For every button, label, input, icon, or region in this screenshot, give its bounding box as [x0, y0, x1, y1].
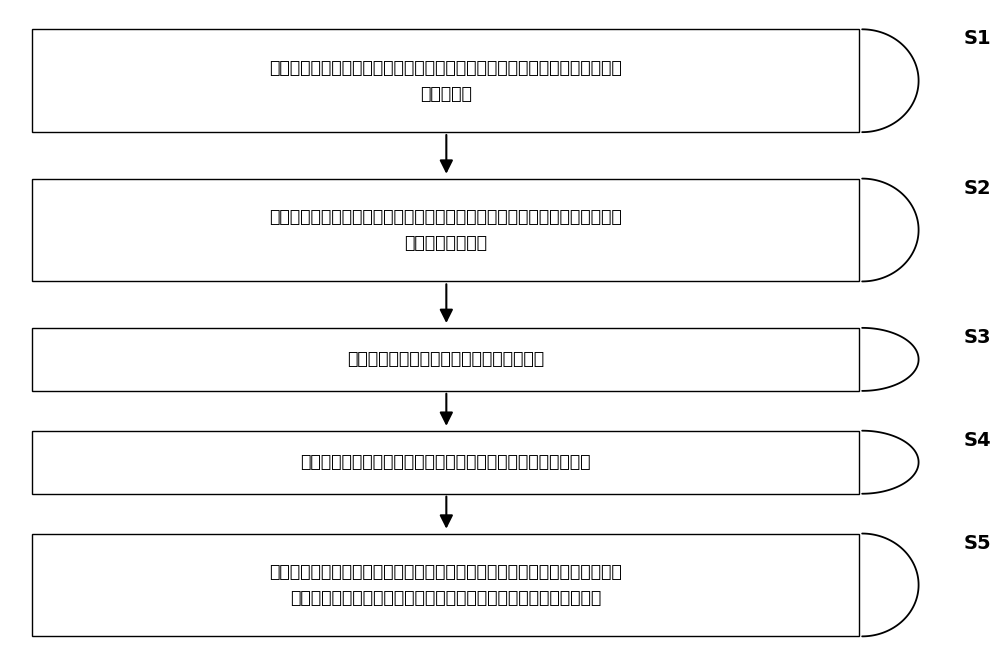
- Text: S3: S3: [963, 328, 991, 347]
- Text: S1: S1: [963, 29, 991, 48]
- Text: 分别对多组电磁成形线圈以及与之相匹配的板料进行变形模拟，根据板料变形
结果选择最优的结构参数，并根据最优的结构参数获得电磁成形线圈: 分别对多组电磁成形线圈以及与之相匹配的板料进行变形模拟，根据板料变形 结果选择最…: [269, 563, 622, 607]
- Bar: [32, 29, 859, 132]
- Text: S4: S4: [963, 431, 991, 450]
- Text: 针对多道次电磁成形的平板坯料获得变形量，根据变形量选用与之相匹配的电
磁成形线圈: 针对多道次电磁成形的平板坯料获得变形量，根据变形量选用与之相匹配的电 磁成形线圈: [269, 58, 622, 103]
- Bar: [32, 534, 859, 636]
- Text: S5: S5: [963, 534, 991, 553]
- Bar: [32, 328, 859, 391]
- Text: 根据待成形的板料的电导率、电磁设备的放电频率以及真空磁导率获得电磁成
形线圈的集肤深度: 根据待成形的板料的电导率、电磁设备的放电频率以及真空磁导率获得电磁成 形线圈的集…: [269, 208, 622, 252]
- Text: 根据集肤深度获得电磁成形线圈的参数范围: 根据集肤深度获得电磁成形线圈的参数范围: [347, 351, 544, 369]
- Text: S2: S2: [963, 179, 991, 197]
- Text: 采用控制变量法在参数范围中选择多组电磁成形线圈的结构参数: 采用控制变量法在参数范围中选择多组电磁成形线圈的结构参数: [301, 453, 591, 471]
- Bar: [32, 431, 859, 494]
- Bar: [32, 179, 859, 282]
